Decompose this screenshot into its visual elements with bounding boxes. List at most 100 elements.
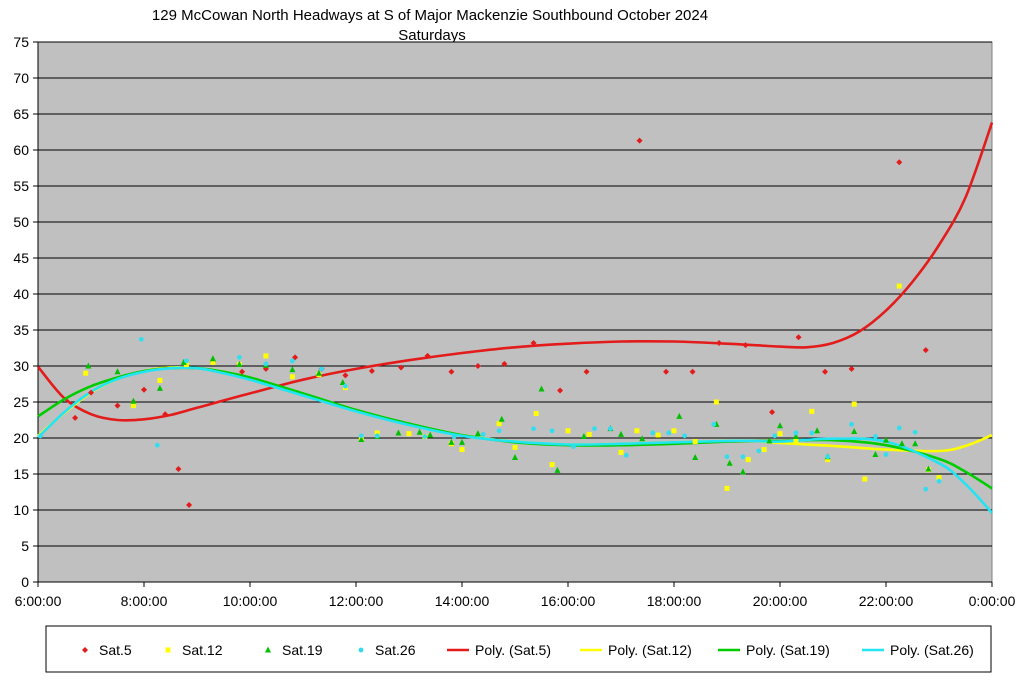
- data-point-sat-12: [851, 401, 857, 407]
- y-tick-label: 55: [13, 178, 29, 194]
- data-point-sat-19: [339, 379, 346, 386]
- data-point-sat-19: [395, 429, 402, 436]
- data-point-sat-19: [898, 440, 905, 447]
- data-point-sat-19: [358, 435, 365, 442]
- legend-label-poly-sat-5: Poly. (Sat.5): [475, 642, 551, 658]
- data-point-sat-19: [580, 433, 587, 440]
- chart-title: 129 McCowan North Headways at S of Major…: [152, 7, 708, 24]
- data-point-sat-12: [549, 462, 555, 468]
- trend-line-poly-sat-26: [37, 366, 993, 514]
- y-tick-label: 30: [13, 358, 29, 374]
- data-point-sat-12: [512, 444, 518, 450]
- data-point-sat-26: [873, 434, 878, 439]
- data-point-sat-19: [814, 427, 821, 434]
- data-point-sat-26: [154, 442, 160, 448]
- y-tick-label: 60: [13, 142, 29, 158]
- legend-label-poly-sat-12: Poly. (Sat.12): [608, 642, 692, 658]
- plot-area: [37, 41, 993, 583]
- data-point-sat-19: [792, 433, 799, 440]
- x-tick-label: 16:00:00: [541, 593, 596, 609]
- data-point-sat-12: [83, 370, 89, 376]
- data-point-sat-12: [586, 431, 592, 437]
- y-tick-label: 40: [13, 286, 29, 302]
- data-point-sat-26: [825, 454, 831, 460]
- data-point-sat-26: [480, 432, 486, 437]
- x-tick-label: 12:00:00: [329, 593, 384, 609]
- data-point-sat-5: [769, 409, 776, 416]
- data-point-sat-12: [289, 374, 295, 380]
- data-point-sat-19: [209, 355, 216, 362]
- data-point-sat-19: [498, 415, 505, 422]
- data-point-sat-12: [655, 432, 661, 438]
- data-point-sat-5: [114, 402, 121, 409]
- data-point-sat-5: [848, 365, 855, 372]
- data-point-sat-19: [538, 385, 545, 392]
- data-point-sat-26: [138, 336, 144, 342]
- data-point-sat-12: [406, 431, 412, 437]
- data-point-sat-5: [663, 368, 670, 375]
- legend-swatch-sat-5: [82, 647, 88, 653]
- data-point-sat-26: [711, 421, 717, 427]
- data-point-sat-19: [777, 422, 783, 429]
- legend-swatch-sat-26: [358, 647, 364, 653]
- data-point-sat-5: [716, 339, 723, 346]
- data-point-sat-5: [822, 368, 829, 375]
- axes: [33, 41, 993, 587]
- data-point-sat-19: [726, 459, 733, 466]
- x-tick-label: 14:00:00: [435, 593, 490, 609]
- data-point-sat-19: [156, 384, 163, 391]
- data-point-sat-19: [639, 435, 646, 442]
- data-point-sat-5: [557, 387, 564, 394]
- data-point-sat-19: [883, 436, 889, 443]
- data-point-sat-26: [756, 448, 762, 454]
- y-tick-label: 45: [13, 250, 29, 266]
- data-point-sat-26: [319, 366, 324, 372]
- data-point-sat-5: [239, 368, 246, 375]
- data-point-sat-5: [922, 347, 929, 354]
- data-point-sat-5: [88, 389, 94, 396]
- data-point-sat-26: [237, 354, 242, 360]
- data-point-sat-19: [416, 428, 423, 435]
- data-point-sat-12: [130, 403, 136, 409]
- data-point-sat-19: [739, 468, 746, 475]
- data-point-sat-5: [448, 368, 455, 375]
- data-point-sat-19: [448, 438, 455, 445]
- data-point-sat-26: [724, 454, 730, 460]
- y-axis-tick-labels: 0 5 10 15 20 25 30 35 40 45 50 55 60 65 70 75: [13, 34, 29, 590]
- data-point-sat-19: [872, 451, 879, 458]
- data-point-sat-26: [358, 433, 364, 439]
- data-point-sat-12: [761, 447, 767, 453]
- legend-label-sat-5: Sat.5: [99, 642, 132, 658]
- legend-swatch-sat-12: [165, 647, 171, 653]
- data-point-sat-5: [474, 363, 481, 369]
- data-point-sat-12: [793, 438, 799, 444]
- data-point-sat-26: [623, 452, 629, 458]
- data-point-sat-26: [290, 358, 295, 364]
- gridlines: [38, 41, 992, 547]
- data-point-sat-26: [809, 430, 815, 436]
- data-point-sat-12: [496, 421, 502, 427]
- x-tick-label: 20:00:00: [753, 593, 808, 609]
- y-tick-label: 65: [13, 106, 29, 122]
- legend-label-sat-19: Sat.19: [282, 642, 323, 658]
- data-point-sat-19: [692, 453, 699, 460]
- data-point-sat-26: [38, 433, 44, 439]
- data-point-sat-19: [512, 453, 518, 460]
- data-point-sat-5: [636, 137, 643, 144]
- data-point-sat-12: [618, 449, 624, 455]
- data-point-sat-26: [896, 425, 902, 431]
- y-tick-label: 15: [13, 466, 29, 482]
- data-point-sat-5: [530, 339, 537, 346]
- data-point-sat-26: [422, 434, 428, 439]
- data-point-sat-12: [745, 457, 751, 463]
- data-point-sat-5: [795, 334, 802, 341]
- data-point-sat-12: [671, 428, 677, 434]
- x-tick-label: 6:00:00: [15, 593, 62, 609]
- data-point-sat-5: [162, 411, 169, 418]
- data-point-sat-19: [114, 368, 121, 375]
- data-point-sat-12: [459, 447, 465, 453]
- data-point-sat-26: [549, 428, 555, 434]
- legend-entries: Sat.5 Sat.12 Sat.19 Sat.26 Poly. (Sat.5) Poly…: [82, 642, 974, 658]
- data-point-sat-19: [474, 430, 481, 437]
- chart-subtitle: Saturdays: [398, 27, 466, 44]
